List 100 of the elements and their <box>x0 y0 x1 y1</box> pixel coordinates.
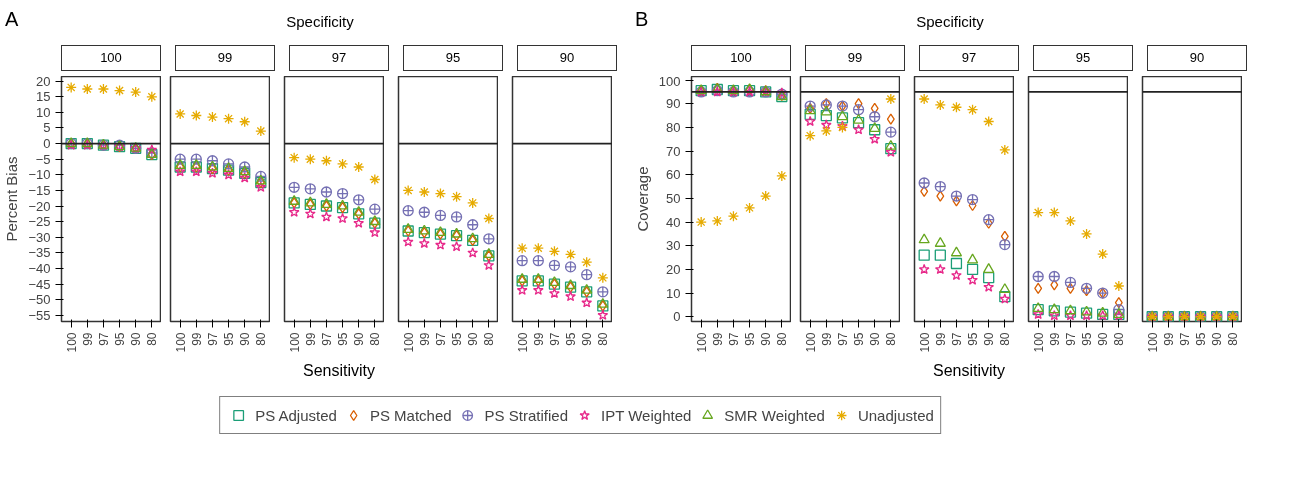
x-tick-label: 100 <box>694 332 709 353</box>
x-tick-label: 80 <box>145 332 160 346</box>
y-tick-label: −50 <box>28 292 51 308</box>
x-tick-label: 95 <box>966 332 981 346</box>
x-tick-label: 99 <box>189 332 204 346</box>
x-tick-label: 80 <box>1112 332 1127 346</box>
y-tick-label: 5 <box>43 120 51 136</box>
y-tick-label: 80 <box>666 119 681 135</box>
y-tick-label: 10 <box>666 285 681 301</box>
x-tick-label: 80 <box>884 332 899 346</box>
x-tick-label: 100 <box>515 332 530 353</box>
y-tick-label: −25 <box>28 214 51 230</box>
y-tick-label: −20 <box>28 198 51 214</box>
x-tick-label: 90 <box>1096 332 1111 346</box>
chart-title: 90 <box>1147 45 1247 71</box>
x-tick-label: 100 <box>64 332 79 353</box>
x-tick-label: 97 <box>205 332 220 346</box>
chart-title: 100 <box>61 45 161 71</box>
x-tick-label: 100 <box>401 332 416 353</box>
x-tick-label: 99 <box>933 332 948 346</box>
x-tick-label: 95 <box>113 332 128 346</box>
x-tick-label: 90 <box>580 332 595 346</box>
x-tick-label: 80 <box>998 332 1013 346</box>
x-tick-label: 90 <box>982 332 997 346</box>
x-tick-label: 100 <box>803 332 818 353</box>
y-tick-label: −15 <box>28 182 51 198</box>
x-tick-label: 80 <box>775 332 790 346</box>
x-tick-label: 90 <box>868 332 883 346</box>
y-tick-label: 40 <box>666 214 681 230</box>
x-tick-label: 100 <box>917 332 932 353</box>
y-tick-label: 20 <box>36 73 51 89</box>
legend-label: PS Stratified <box>484 406 568 424</box>
y-tick-label: 50 <box>666 190 681 206</box>
x-tick-label: 97 <box>96 332 111 346</box>
chart-title: 100 <box>691 45 791 71</box>
x-tick-label: 99 <box>417 332 432 346</box>
text: Specificity <box>915 12 985 32</box>
x-tick-label: 99 <box>1047 332 1062 346</box>
x-tick-label: 95 <box>1080 332 1095 346</box>
legend-label: PS Matched <box>369 406 452 424</box>
x-tick-label: 97 <box>319 332 334 346</box>
x-tick-label: 97 <box>433 332 448 346</box>
x-tick-label: 97 <box>1177 332 1192 346</box>
x-axis-title: Sensitivity <box>302 361 376 381</box>
x-tick-label: 90 <box>466 332 481 346</box>
x-tick-label: 95 <box>1194 332 1209 346</box>
x-tick-label: 95 <box>743 332 758 346</box>
x-tick-label: 90 <box>129 332 144 346</box>
x-axis-title: Sensitivity <box>932 361 1006 381</box>
x-tick-label: 97 <box>949 332 964 346</box>
y-tick-label: −45 <box>28 276 51 292</box>
y-tick-label: −10 <box>28 167 51 183</box>
text: A <box>5 7 20 32</box>
legend-label: PS Adjusted <box>255 406 337 424</box>
y-tick-label: 15 <box>36 89 51 105</box>
x-tick-label: 90 <box>759 332 774 346</box>
y-tick-label: 90 <box>666 96 681 112</box>
y-tick-label: 20 <box>666 261 681 277</box>
y-tick-label: −40 <box>28 260 51 276</box>
y-axis-title: Percent Bias <box>3 156 21 242</box>
legend-label: IPT Weighted <box>600 406 692 424</box>
x-tick-label: 99 <box>531 332 546 346</box>
y-tick-label: 30 <box>666 238 681 254</box>
chart-title: 90 <box>517 45 617 71</box>
y-tick-label: 60 <box>666 167 681 183</box>
x-tick-label: 80 <box>368 332 383 346</box>
x-tick-label: 80 <box>596 332 611 346</box>
y-tick-label: −30 <box>28 229 51 245</box>
x-tick-label: 95 <box>222 332 237 346</box>
x-tick-label: 100 <box>1031 332 1046 353</box>
y-tick-label: −35 <box>28 245 51 261</box>
x-tick-label: 97 <box>547 332 562 346</box>
x-tick-label: 95 <box>852 332 867 346</box>
x-tick-label: 99 <box>303 332 318 346</box>
x-tick-label: 80 <box>482 332 497 346</box>
y-tick-label: −5 <box>35 151 51 167</box>
y-tick-label: 100 <box>658 73 681 89</box>
x-tick-label: 99 <box>1161 332 1176 346</box>
y-tick-label: −55 <box>28 307 51 323</box>
chart-title: 97 <box>919 45 1019 71</box>
x-tick-label: 80 <box>1226 332 1241 346</box>
x-tick-label: 100 <box>173 332 188 353</box>
x-tick-label: 97 <box>726 332 741 346</box>
x-tick-label: 90 <box>238 332 253 346</box>
chart-title: 99 <box>175 45 275 71</box>
x-tick-label: 90 <box>1210 332 1225 346</box>
chart-title: 97 <box>289 45 389 71</box>
y-tick-label: 0 <box>43 136 51 152</box>
x-tick-label: 95 <box>564 332 579 346</box>
x-tick-label: 97 <box>1063 332 1078 346</box>
x-tick-label: 100 <box>287 332 302 353</box>
x-tick-label: 99 <box>710 332 725 346</box>
chart-title: 95 <box>1033 45 1133 71</box>
text: B <box>635 7 650 32</box>
y-tick-label: 10 <box>36 104 51 120</box>
chart-title: 99 <box>805 45 905 71</box>
legend-label: Unadjusted <box>857 406 934 424</box>
x-tick-label: 95 <box>336 332 351 346</box>
x-tick-label: 100 <box>1145 332 1160 353</box>
x-tick-label: 95 <box>450 332 465 346</box>
